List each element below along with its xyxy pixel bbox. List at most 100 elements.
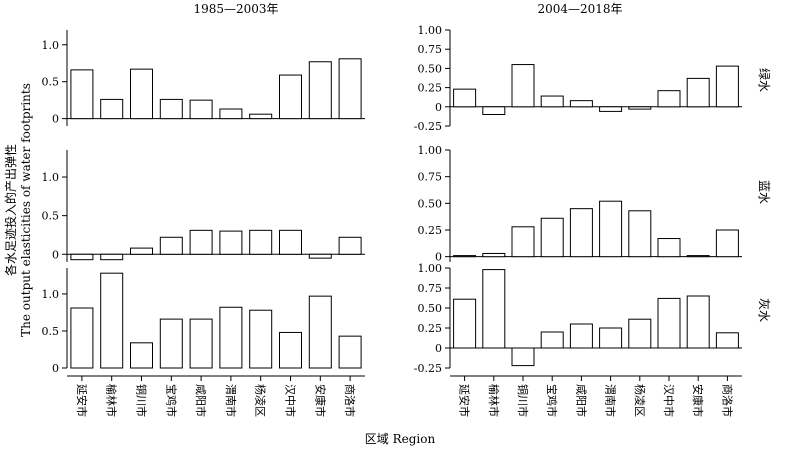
bar-咸阳市 xyxy=(189,318,213,369)
bar-铜川市 xyxy=(511,347,535,367)
bar-咸阳市 xyxy=(569,208,593,258)
y-tick-label: 0.50 xyxy=(418,197,443,210)
x-category-label: 杨凌区 xyxy=(254,384,268,417)
x-category-label: 延安市 xyxy=(75,384,89,417)
bar-渭南市 xyxy=(599,106,623,112)
y-tick-label: 0 xyxy=(52,113,59,126)
bar-铜川市 xyxy=(511,226,535,258)
y-tick-label: 0.5 xyxy=(42,210,60,223)
row-label-grey: 灰水 xyxy=(757,298,771,322)
x-category-label: 宝鸡市 xyxy=(545,384,559,417)
y-tick-label: 1.0 xyxy=(42,171,60,184)
y-tick-label: 0.25 xyxy=(418,224,443,237)
bar-榆林市 xyxy=(482,106,506,115)
bar-商洛市 xyxy=(715,332,739,349)
bar-延安市 xyxy=(453,255,477,258)
bar-咸阳市 xyxy=(569,100,593,108)
bar-安康市 xyxy=(308,253,332,259)
y-tick-label: 1.0 xyxy=(42,288,60,301)
x-category-label: 汉中市 xyxy=(662,384,676,417)
x-category-label: 铜川市 xyxy=(516,384,530,417)
bar-安康市 xyxy=(308,61,332,120)
y-tick-label: 0.25 xyxy=(418,82,443,95)
y-tick-label: 0 xyxy=(435,251,442,264)
bar-延安市 xyxy=(70,307,94,369)
bar-安康市 xyxy=(686,77,710,108)
bar-商洛市 xyxy=(715,229,739,258)
bar-渭南市 xyxy=(599,327,623,349)
x-category-label: 杨凌区 xyxy=(633,384,647,417)
panel-6: -0.25 0 0.25 0.50 0.75 1.00 延安市 榆林市 铜川市 宝鸡市 咸阳市 渭南市… xyxy=(414,262,742,417)
x-category-label: 铜川市 xyxy=(135,384,149,417)
panel-5: 0 0.5 1.0 延安市 榆林市 铜川市 宝鸡市 咸阳市 渭南市 杨凌区 汉中市 安康市 商洛市 xyxy=(42,268,365,417)
bar-商洛市 xyxy=(338,58,362,120)
column-title-right: 2004—2018年 xyxy=(537,2,622,16)
bar-宝鸡市 xyxy=(159,98,183,120)
bar-渭南市 xyxy=(219,230,243,255)
y-tick-label: 0.50 xyxy=(418,62,443,75)
bar-榆林市 xyxy=(100,98,124,120)
bar-商洛市 xyxy=(338,335,362,369)
bar-宝鸡市 xyxy=(540,95,564,108)
bar-咸阳市 xyxy=(569,323,593,349)
x-category-label: 榆林市 xyxy=(487,384,501,417)
bar-铜川市 xyxy=(130,247,153,255)
bar-杨凌区 xyxy=(628,210,652,258)
bar-铜川市 xyxy=(511,64,535,108)
x-category-label: 渭南市 xyxy=(224,384,238,417)
y-tick-label: 0.50 xyxy=(418,302,443,315)
y-tick-label: 0.75 xyxy=(418,43,443,56)
bar-宝鸡市 xyxy=(159,318,183,369)
y-tick-label: 1.00 xyxy=(418,144,443,157)
x-category-label: 渭南市 xyxy=(604,384,618,417)
y-axis-title-cn: 各水足迹投入的产出弹性 xyxy=(3,144,18,276)
panel-1: 0 0.5 1.0 xyxy=(42,30,365,126)
y-tick-label: 0 xyxy=(52,362,59,375)
x-category-label: 汉中市 xyxy=(284,384,298,417)
y-tick-label: 1.0 xyxy=(42,39,60,52)
bar-榆林市 xyxy=(100,272,124,369)
bar-商洛市 xyxy=(338,236,362,255)
bar-安康市 xyxy=(308,295,332,369)
x-category-label: 商洛市 xyxy=(343,384,357,417)
y-tick-label: 1.00 xyxy=(418,262,443,275)
bar-榆林市 xyxy=(482,269,506,349)
x-axis-title: 区域 Region xyxy=(365,432,436,446)
bar-汉中市 xyxy=(657,297,681,349)
y-tick-label: 0.75 xyxy=(418,171,443,184)
bar-杨凌区 xyxy=(249,229,273,255)
y-tick-label: 0.5 xyxy=(42,325,60,338)
x-category-label: 安康市 xyxy=(313,384,327,417)
bar-铜川市 xyxy=(130,342,153,369)
bar-咸阳市 xyxy=(189,229,213,255)
bar-延安市 xyxy=(70,69,94,120)
bar-延安市 xyxy=(70,253,94,261)
bar-渭南市 xyxy=(219,306,243,369)
panel-4: 0 0.25 0.50 0.75 1.00 xyxy=(418,144,742,264)
chart-panels: 00.51.0-0.2500.250.500.751.0000.51.000.2… xyxy=(42,24,742,417)
x-category-label: 延安市 xyxy=(458,384,472,417)
y-tick-label: 1.00 xyxy=(418,24,443,37)
y-axis-title-en: The output elasticities of water footpri… xyxy=(19,83,33,337)
bar-渭南市 xyxy=(219,108,243,120)
x-category-label: 咸阳市 xyxy=(194,384,208,417)
x-category-label: 榆林市 xyxy=(105,384,119,417)
row-label-blue: 蓝水 xyxy=(757,180,771,204)
x-category-label: 宝鸡市 xyxy=(164,384,178,417)
bar-宝鸡市 xyxy=(159,236,183,255)
bar-铜川市 xyxy=(130,68,153,120)
x-category-label: 商洛市 xyxy=(720,384,734,417)
bar-安康市 xyxy=(686,295,710,349)
y-tick-label: 0 xyxy=(435,101,442,114)
row-label-green: 绿水 xyxy=(757,68,772,92)
bar-咸阳市 xyxy=(189,99,213,120)
bar-杨凌区 xyxy=(249,309,273,369)
bar-汉中市 xyxy=(657,90,681,108)
bar-宝鸡市 xyxy=(540,217,564,258)
bar-汉中市 xyxy=(279,331,302,369)
y-tick-label: 0.75 xyxy=(418,282,443,295)
bar-汉中市 xyxy=(279,229,302,255)
bar-榆林市 xyxy=(482,252,506,258)
y-tick-label: -0.25 xyxy=(414,120,442,133)
y-tick-label: 0 xyxy=(435,342,442,355)
